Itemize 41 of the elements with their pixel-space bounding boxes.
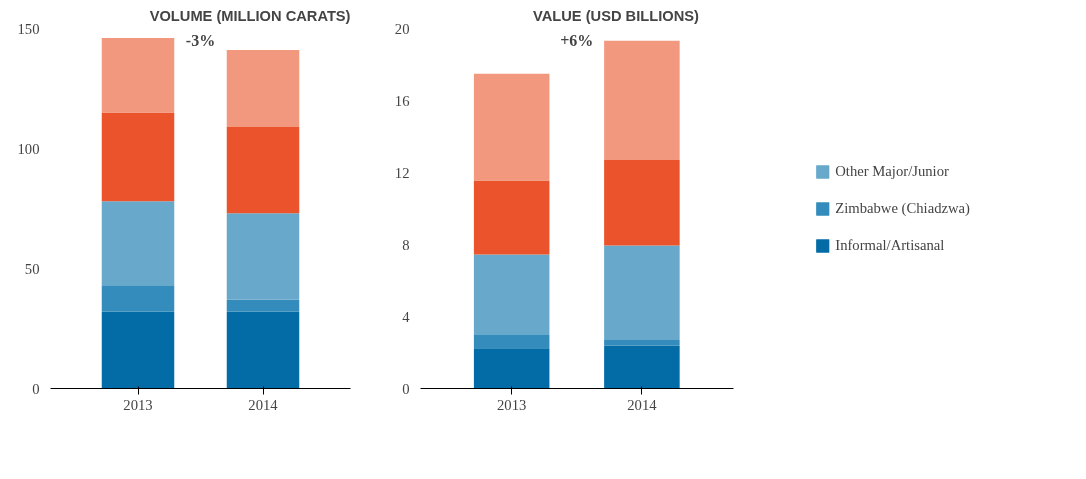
y-tick-label: 50 [24,260,40,277]
y-tick-label: 150 [17,20,40,37]
bar [226,126,300,214]
legend-label: Other Major/Junior [835,162,949,180]
x-tick-label: 2013 [497,396,527,413]
bar [473,73,550,181]
bar [226,50,300,127]
legend-label: Zimbabwe (Chiadzwa) [835,199,970,217]
y-tick-label: 16 [394,92,410,109]
y-tick-label: 20 [394,20,410,37]
x-tick-label: 2013 [123,396,153,413]
bar [473,180,550,255]
y-tick-label: 12 [394,164,410,181]
annotation: -3% [185,31,216,49]
bar [473,254,550,336]
bar [604,340,680,346]
y-tick-label: 0 [402,380,410,397]
legend-label: Informal/Artisanal [835,236,945,254]
bar [226,299,300,312]
bar [473,335,550,349]
bar [473,348,550,389]
y-tick-label: 100 [17,140,40,157]
annotation: +6% [560,31,594,49]
bar [101,311,175,389]
bar [226,311,300,389]
bar [604,160,680,246]
bar [101,38,175,113]
bar [226,213,300,300]
chart-title: VALUE (USD BILLIONS) [533,7,699,24]
bar [101,285,175,312]
y-tick-label: 0 [32,380,40,397]
y-tick-label: 4 [402,308,411,325]
bar [604,345,680,389]
x-tick-label: 2014 [248,396,279,413]
bar [101,201,175,286]
chart-title: VOLUME (MILLION CARATS) [149,7,351,24]
bar [604,245,680,341]
x-tick-label: 2014 [627,396,658,413]
bar [604,40,680,161]
bar [101,112,175,202]
y-tick-label: 8 [402,236,410,253]
